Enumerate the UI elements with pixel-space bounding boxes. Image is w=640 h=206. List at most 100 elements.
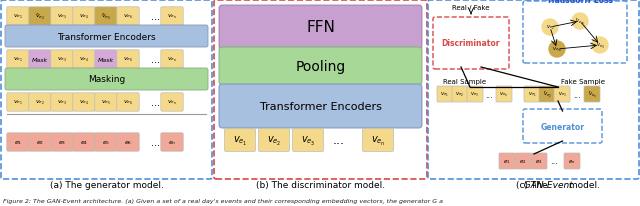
Text: $v_{e_2}$: $v_{e_2}$ [35, 98, 45, 107]
FancyBboxPatch shape [73, 133, 95, 151]
Text: $v_{e_6}$: $v_{e_6}$ [123, 55, 133, 64]
Text: Fake Sample: Fake Sample [561, 79, 605, 85]
Text: $v_{e_3}$: $v_{e_3}$ [57, 13, 67, 21]
Text: $v_{e_6}$: $v_{e_6}$ [123, 98, 133, 107]
Text: Real Sample: Real Sample [444, 79, 486, 85]
FancyBboxPatch shape [161, 8, 183, 26]
Text: $v_{e_3}$: $v_{e_3}$ [470, 90, 479, 99]
Text: (c) The: (c) The [516, 181, 551, 190]
Text: $e_5$: $e_5$ [102, 138, 110, 146]
FancyBboxPatch shape [499, 153, 515, 169]
FancyBboxPatch shape [7, 8, 29, 26]
Text: $e_1$: $e_1$ [14, 138, 22, 146]
FancyBboxPatch shape [51, 8, 73, 26]
Text: $v_{e_m}$: $v_{e_m}$ [552, 46, 562, 54]
Text: $v_{e_3}$: $v_{e_3}$ [557, 90, 566, 99]
Text: ...: ... [333, 134, 345, 147]
Text: $v_{e_5}$: $v_{e_5}$ [101, 98, 111, 107]
Text: $v_{e_1}$: $v_{e_1}$ [13, 55, 23, 64]
Text: ...: ... [152, 137, 161, 147]
Text: $\hat{v}_{e_5}$: $\hat{v}_{e_5}$ [101, 12, 111, 22]
Text: (b) The discriminator model.: (b) The discriminator model. [256, 181, 385, 190]
FancyBboxPatch shape [51, 93, 73, 112]
FancyBboxPatch shape [116, 133, 140, 151]
FancyBboxPatch shape [116, 50, 140, 69]
FancyBboxPatch shape [116, 8, 140, 26]
FancyBboxPatch shape [362, 129, 394, 152]
Text: $v_{e_2}$: $v_{e_2}$ [456, 90, 465, 99]
Text: Pooling: Pooling [296, 60, 346, 74]
Text: Hausdorff Loss: Hausdorff Loss [547, 0, 612, 5]
Text: $v_{e_n}$: $v_{e_n}$ [167, 13, 177, 21]
FancyBboxPatch shape [73, 8, 95, 26]
FancyBboxPatch shape [29, 50, 51, 69]
FancyBboxPatch shape [554, 87, 570, 103]
Text: $v_{e_1}$: $v_{e_1}$ [13, 13, 23, 21]
FancyBboxPatch shape [116, 93, 140, 112]
Text: ...: ... [550, 157, 558, 166]
Text: Transformer Encoders: Transformer Encoders [260, 102, 381, 111]
Text: $v_{e_1}$: $v_{e_1}$ [440, 90, 449, 99]
Text: $v_{e_n}$: $v_{e_n}$ [371, 134, 385, 147]
Text: ...: ... [152, 97, 161, 108]
Text: (a) The generator model.: (a) The generator model. [49, 181, 163, 190]
Text: GAN-​Event: GAN-​Event [495, 181, 572, 190]
Text: $v_{e_4}$: $v_{e_4}$ [79, 55, 89, 64]
Text: ...: ... [152, 12, 161, 22]
FancyBboxPatch shape [531, 153, 547, 169]
FancyBboxPatch shape [225, 129, 255, 152]
FancyBboxPatch shape [515, 153, 531, 169]
FancyBboxPatch shape [7, 133, 29, 151]
Text: $v_{e_6}$: $v_{e_6}$ [123, 13, 133, 21]
FancyBboxPatch shape [95, 133, 117, 151]
Text: $e_2$: $e_2$ [519, 157, 527, 165]
Text: $v_{e_3}$: $v_{e_3}$ [301, 134, 316, 147]
FancyBboxPatch shape [219, 6, 422, 50]
Text: $\hat{v}_{e_2}$: $\hat{v}_{e_2}$ [543, 89, 552, 100]
Text: $\hat{v}_{e_3}$: $\hat{v}_{e_3}$ [596, 41, 604, 51]
FancyBboxPatch shape [564, 153, 580, 169]
Text: $v_{e_1}$: $v_{e_1}$ [527, 90, 536, 99]
Circle shape [572, 14, 588, 30]
FancyBboxPatch shape [95, 50, 117, 69]
FancyBboxPatch shape [29, 93, 51, 112]
Text: $e_1$: $e_1$ [503, 157, 511, 165]
Text: ...: ... [152, 55, 161, 65]
FancyBboxPatch shape [219, 85, 422, 128]
Text: Figure 2: The GAN-Event architecture. (a) Given a set of a real day's events and: Figure 2: The GAN-Event architecture. (a… [3, 199, 443, 204]
FancyBboxPatch shape [292, 129, 323, 152]
Text: $v_{e_4}$: $v_{e_4}$ [79, 13, 89, 21]
Text: ...: ... [573, 90, 581, 99]
Text: $e_2$: $e_2$ [36, 138, 44, 146]
FancyBboxPatch shape [51, 133, 73, 151]
Text: Mask: Mask [32, 57, 48, 62]
FancyBboxPatch shape [259, 129, 289, 152]
Text: Transformer Encoders: Transformer Encoders [57, 32, 156, 41]
FancyBboxPatch shape [5, 26, 208, 48]
Text: $e_3$: $e_3$ [535, 157, 543, 165]
Text: $v_{e_4}$: $v_{e_4}$ [79, 98, 89, 107]
FancyBboxPatch shape [467, 87, 483, 103]
FancyBboxPatch shape [73, 93, 95, 112]
Text: Mask: Mask [98, 57, 114, 62]
Text: $v_{e_3}$: $v_{e_3}$ [57, 55, 67, 64]
FancyBboxPatch shape [437, 87, 453, 103]
Text: $\hat{v}_{e_m}$: $\hat{v}_{e_m}$ [575, 17, 585, 27]
FancyBboxPatch shape [29, 8, 51, 26]
FancyBboxPatch shape [161, 93, 183, 112]
FancyBboxPatch shape [524, 87, 540, 103]
Text: $v_{e_n}$: $v_{e_n}$ [167, 55, 177, 64]
Text: Masking: Masking [88, 75, 125, 84]
Text: Discriminator: Discriminator [442, 39, 500, 48]
Text: FFN: FFN [306, 20, 335, 35]
Circle shape [592, 38, 608, 54]
Text: $e_n$: $e_n$ [168, 138, 176, 146]
Text: $e_6$: $e_6$ [124, 138, 132, 146]
FancyBboxPatch shape [219, 48, 422, 85]
Circle shape [542, 20, 558, 36]
Text: $v_{e_n}$: $v_{e_n}$ [499, 90, 509, 99]
FancyBboxPatch shape [496, 87, 512, 103]
Text: $v_{e_2}$: $v_{e_2}$ [546, 24, 554, 32]
FancyBboxPatch shape [539, 87, 555, 103]
Text: $\hat{v}_{e_n}$: $\hat{v}_{e_n}$ [588, 89, 596, 100]
